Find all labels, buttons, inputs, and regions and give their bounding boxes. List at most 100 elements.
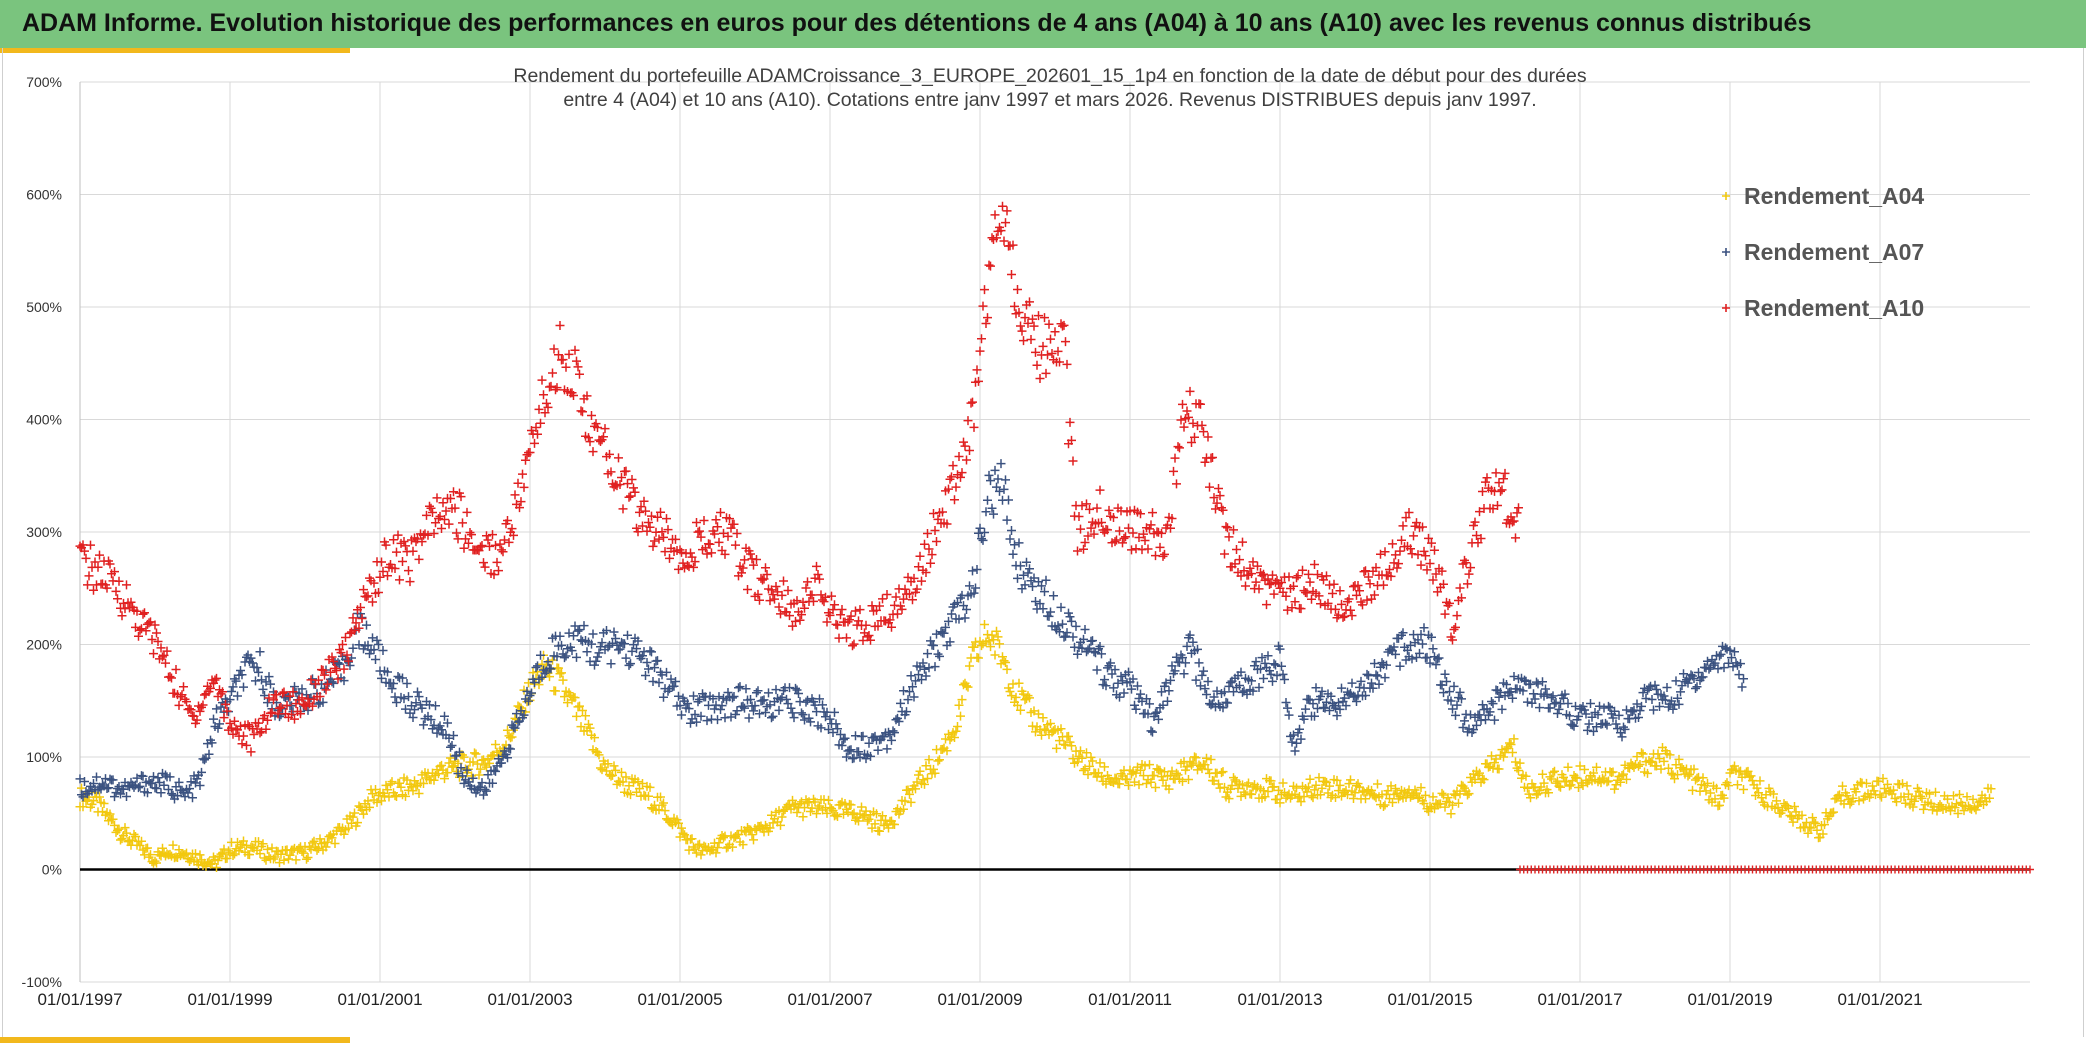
data-point bbox=[479, 755, 488, 765]
data-point bbox=[476, 782, 485, 792]
data-point bbox=[797, 708, 806, 718]
data-point bbox=[1689, 673, 1699, 683]
data-point bbox=[944, 616, 953, 626]
data-point bbox=[489, 570, 499, 580]
data-point bbox=[1209, 692, 1219, 702]
data-point bbox=[623, 479, 632, 489]
data-point bbox=[846, 611, 856, 621]
data-point bbox=[263, 715, 272, 725]
title-banner: ADAM Informe. Evolution historique des p… bbox=[0, 0, 2086, 48]
data-point bbox=[1506, 739, 1516, 749]
data-point bbox=[915, 551, 925, 561]
data-point bbox=[938, 507, 947, 517]
data-point bbox=[1565, 781, 1574, 791]
data-point bbox=[1499, 474, 1508, 484]
series-Rendement_A04 bbox=[75, 619, 1996, 872]
data-point bbox=[1452, 611, 1462, 621]
data-point bbox=[1200, 760, 1210, 770]
data-point bbox=[1592, 762, 1601, 772]
data-point bbox=[815, 574, 824, 584]
data-point bbox=[609, 761, 619, 771]
x-tick-label: 01/01/2017 bbox=[1537, 990, 1622, 1009]
data-point bbox=[815, 694, 824, 704]
data-point bbox=[999, 484, 1009, 494]
data-point bbox=[1458, 781, 1468, 791]
data-point bbox=[1211, 504, 1220, 514]
data-point bbox=[1443, 601, 1453, 611]
data-point bbox=[732, 528, 742, 538]
accent-bar-bottom bbox=[0, 1037, 350, 1043]
data-point bbox=[1092, 665, 1102, 675]
data-point bbox=[993, 632, 1003, 642]
data-point bbox=[308, 674, 317, 684]
data-point bbox=[1281, 591, 1291, 601]
data-point bbox=[1646, 681, 1655, 691]
data-point bbox=[654, 805, 664, 815]
data-point bbox=[1062, 628, 1072, 638]
data-point bbox=[246, 653, 256, 663]
data-point bbox=[377, 673, 386, 683]
data-point bbox=[608, 770, 617, 780]
data-point bbox=[749, 706, 758, 716]
data-point bbox=[659, 798, 668, 808]
data-point bbox=[555, 321, 565, 331]
data-point bbox=[1043, 350, 1052, 360]
data-point bbox=[173, 791, 182, 801]
data-point bbox=[323, 837, 332, 847]
data-point bbox=[1241, 581, 1250, 591]
data-point bbox=[1409, 531, 1418, 541]
data-point bbox=[1421, 790, 1430, 800]
data-point bbox=[588, 447, 598, 457]
data-point bbox=[1902, 781, 1912, 791]
data-point bbox=[1037, 581, 1046, 591]
data-point bbox=[1691, 684, 1700, 694]
data-point bbox=[1203, 432, 1213, 442]
data-point bbox=[1151, 708, 1160, 718]
data-point bbox=[1439, 688, 1448, 698]
data-point bbox=[1334, 698, 1343, 708]
data-point bbox=[1056, 602, 1066, 612]
data-point bbox=[1359, 567, 1369, 577]
data-point bbox=[785, 611, 794, 621]
data-point bbox=[1299, 714, 1309, 724]
data-point bbox=[224, 846, 233, 856]
data-point bbox=[1637, 701, 1646, 711]
data-point bbox=[827, 591, 836, 601]
data-point bbox=[1154, 714, 1163, 724]
data-point bbox=[365, 802, 374, 812]
data-point bbox=[1362, 595, 1372, 605]
data-point bbox=[942, 746, 952, 756]
data-point bbox=[797, 610, 806, 620]
data-point bbox=[1020, 313, 1030, 323]
data-point bbox=[1215, 491, 1225, 501]
data-point bbox=[426, 503, 436, 513]
data-point bbox=[284, 692, 293, 702]
data-point bbox=[1148, 508, 1157, 518]
data-point bbox=[618, 777, 628, 787]
data-point bbox=[1295, 724, 1304, 734]
data-point bbox=[1676, 687, 1685, 697]
data-point bbox=[948, 461, 958, 471]
data-point bbox=[1287, 737, 1297, 747]
y-tick-label: -100% bbox=[22, 974, 62, 990]
data-point bbox=[677, 547, 686, 557]
data-point bbox=[890, 819, 899, 829]
data-point bbox=[974, 653, 983, 663]
data-point bbox=[1602, 720, 1612, 730]
data-point bbox=[1496, 486, 1505, 496]
data-point bbox=[1565, 711, 1574, 721]
data-point bbox=[1187, 437, 1196, 447]
data-point bbox=[873, 621, 883, 631]
data-point bbox=[984, 470, 994, 480]
data-point bbox=[1448, 800, 1457, 810]
data-point bbox=[1320, 776, 1330, 786]
data-point bbox=[1118, 538, 1127, 548]
data-point bbox=[854, 816, 863, 826]
data-point bbox=[1008, 549, 1018, 559]
data-point bbox=[660, 547, 670, 557]
data-point bbox=[1223, 523, 1232, 533]
data-point bbox=[446, 742, 455, 752]
data-point bbox=[362, 592, 371, 602]
data-point bbox=[755, 709, 764, 719]
data-point bbox=[1170, 453, 1180, 463]
